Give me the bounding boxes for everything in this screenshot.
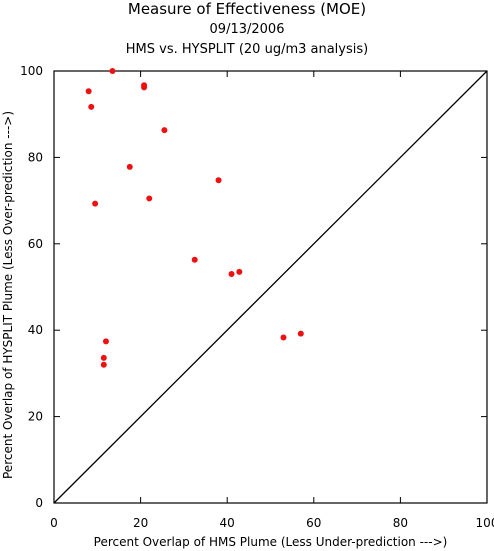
y-tick-label: 0: [35, 496, 43, 510]
diagonal-reference-line-group: [53, 70, 488, 504]
data-point: [100, 361, 107, 368]
y-axis-label: Percent Overlap of HYSPLIT Plume (Less O…: [1, 111, 15, 479]
x-tick-label: 80: [393, 516, 408, 530]
data-point: [236, 268, 243, 275]
x-axis-label: Percent Overlap of HMS Plume (Less Under…: [94, 535, 448, 549]
chart-date: 09/13/2006: [209, 22, 285, 37]
data-point: [102, 338, 109, 345]
y-tick-label: 100: [20, 64, 43, 78]
y-axis-ticks: 0 20 40 60 80 100: [20, 64, 487, 510]
data-point: [191, 256, 198, 263]
data-point: [146, 195, 153, 202]
chart-title: Measure of Effectiveness (MOE): [127, 0, 367, 18]
chart-subtitle: HMS vs. HYSPLIT (20 ug/m3 analysis): [125, 42, 369, 57]
data-point: [100, 354, 107, 361]
data-point: [126, 163, 133, 170]
data-point: [280, 334, 287, 341]
data-point: [109, 68, 116, 74]
x-tick-label: 20: [133, 516, 148, 530]
data-point: [228, 271, 235, 278]
x-axis-ticks: 0 20 40 60 80 100: [50, 71, 494, 530]
data-point: [215, 177, 222, 184]
data-points: [85, 68, 304, 368]
diagonal-reference-line: [53, 70, 488, 504]
x-tick-label: 40: [220, 516, 235, 530]
plot-border: [53, 70, 488, 504]
y-tick-label: 20: [28, 410, 43, 424]
plot-frame: [53, 70, 488, 504]
data-point: [161, 127, 168, 134]
x-tick-label: 60: [306, 516, 321, 530]
y-tick-label: 80: [28, 150, 43, 164]
x-tick-label: 100: [476, 516, 494, 530]
data-point: [297, 330, 304, 337]
data-point: [141, 84, 148, 91]
y-tick-label: 60: [28, 237, 43, 251]
data-point: [88, 103, 95, 110]
y-tick-label: 40: [28, 323, 43, 337]
data-point: [85, 88, 92, 95]
x-tick-label: 0: [50, 516, 58, 530]
data-point: [92, 200, 99, 207]
